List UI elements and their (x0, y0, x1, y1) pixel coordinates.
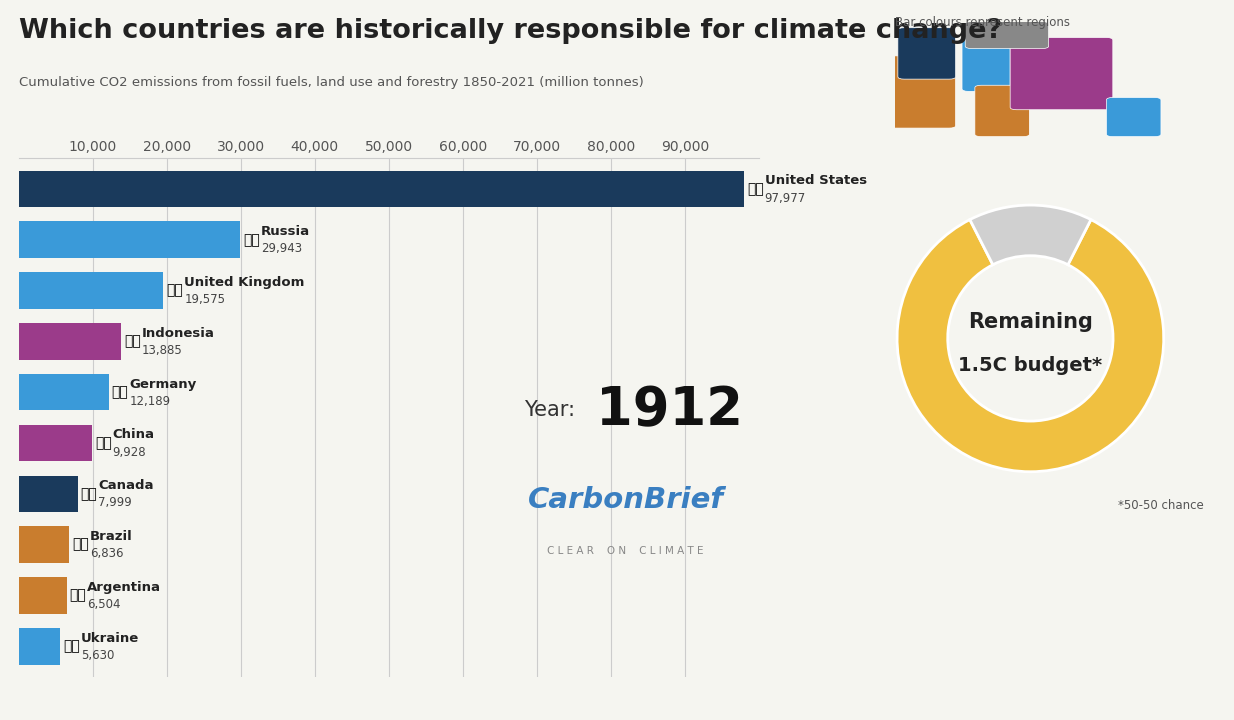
Bar (19, 323, 121, 360)
Text: CarbonBrief: CarbonBrief (528, 487, 724, 514)
Text: Germany: Germany (130, 377, 196, 390)
Text: United Kingdom: United Kingdom (184, 276, 305, 289)
Text: 1912: 1912 (596, 384, 743, 436)
Bar (19, 475, 78, 512)
Text: 6,504: 6,504 (88, 598, 121, 611)
Bar (19, 222, 241, 258)
Text: Year:: Year: (524, 400, 575, 420)
Text: 29,943: 29,943 (260, 243, 302, 256)
Text: 🇮🇩: 🇮🇩 (125, 334, 141, 348)
Text: 🇺🇸: 🇺🇸 (747, 182, 764, 196)
Bar (19, 272, 163, 309)
Wedge shape (970, 205, 1091, 265)
Text: 🇷🇺: 🇷🇺 (243, 233, 260, 247)
Text: 🇨🇳: 🇨🇳 (95, 436, 112, 450)
Text: 🇬🇧: 🇬🇧 (167, 284, 183, 297)
Text: 🇨🇦: 🇨🇦 (80, 487, 97, 501)
Bar (19, 374, 109, 410)
Text: 9,928: 9,928 (112, 446, 147, 459)
Text: *50-50 chance: *50-50 chance (1118, 499, 1203, 512)
Text: 19,575: 19,575 (184, 293, 225, 306)
Text: Argentina: Argentina (88, 581, 162, 594)
FancyBboxPatch shape (963, 37, 1011, 91)
Text: 13,885: 13,885 (142, 344, 183, 357)
Text: Brazil: Brazil (90, 530, 132, 543)
FancyBboxPatch shape (888, 56, 955, 128)
Text: C L E A R    O N    C L I M A T E: C L E A R O N C L I M A T E (547, 546, 703, 556)
Text: 🇩🇪: 🇩🇪 (112, 385, 128, 399)
Text: Bar colours represent regions: Bar colours represent regions (895, 16, 1070, 29)
Bar (19, 577, 67, 613)
Text: 5,630: 5,630 (81, 649, 115, 662)
Text: Russia: Russia (260, 225, 310, 238)
Text: Which countries are historically responsible for climate change?: Which countries are historically respons… (19, 18, 1002, 44)
Bar (19, 526, 69, 563)
Text: 🇦🇷: 🇦🇷 (69, 588, 86, 603)
Text: Indonesia: Indonesia (142, 327, 215, 340)
FancyBboxPatch shape (965, 22, 1049, 48)
FancyBboxPatch shape (898, 27, 955, 79)
Text: 7,999: 7,999 (99, 497, 132, 510)
Text: 🇧🇷: 🇧🇷 (72, 538, 89, 552)
Text: 🇺🇦: 🇺🇦 (63, 639, 80, 653)
Text: Ukraine: Ukraine (81, 631, 139, 644)
Text: 6,836: 6,836 (90, 547, 123, 560)
FancyBboxPatch shape (1011, 37, 1113, 109)
FancyBboxPatch shape (1107, 97, 1161, 137)
Text: 12,189: 12,189 (130, 395, 170, 408)
Bar (19, 425, 93, 462)
FancyBboxPatch shape (975, 85, 1029, 137)
Text: Cumulative CO2 emissions from fossil fuels, land use and forestry 1850-2021 (mil: Cumulative CO2 emissions from fossil fue… (19, 76, 643, 89)
Text: Canada: Canada (99, 480, 154, 492)
Wedge shape (897, 220, 1164, 472)
Text: Remaining: Remaining (967, 312, 1093, 333)
Text: China: China (112, 428, 154, 441)
Bar (19, 628, 60, 665)
Text: 97,977: 97,977 (765, 192, 806, 204)
Text: 1.5C budget*: 1.5C budget* (959, 356, 1102, 374)
Text: United States: United States (765, 174, 866, 187)
Bar (19, 171, 744, 207)
